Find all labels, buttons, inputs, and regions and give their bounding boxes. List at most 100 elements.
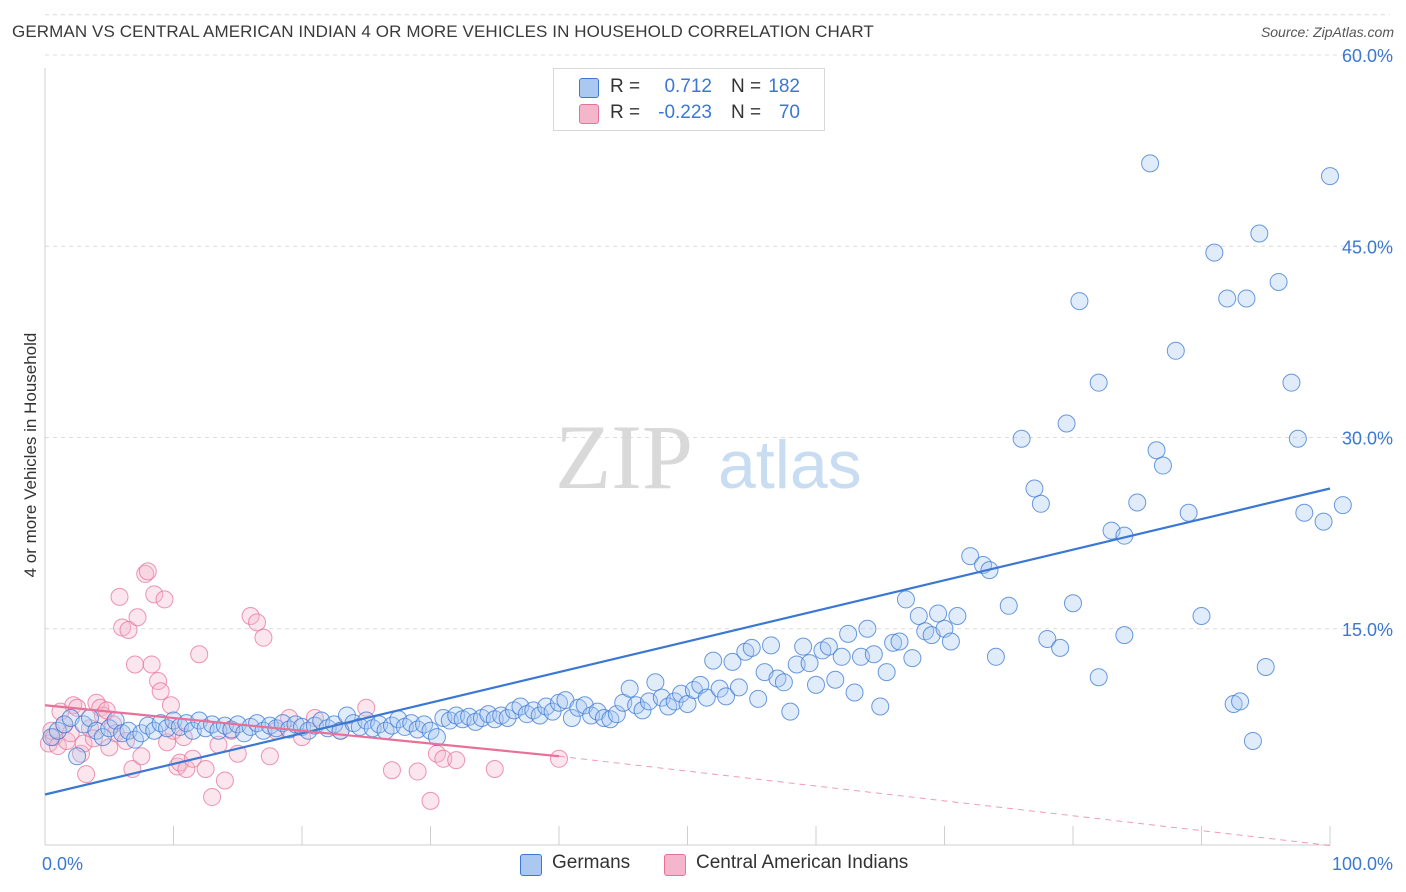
data-point-cai	[357, 698, 376, 717]
trend-lines	[44, 487, 1331, 846]
y-tick-label: 45.0%	[1342, 237, 1393, 257]
data-point-germans	[781, 702, 800, 721]
data-point-germans	[903, 649, 922, 668]
data-point-germans	[1179, 503, 1198, 522]
data-point-cai	[382, 761, 401, 780]
data-point-cai	[136, 564, 155, 583]
data-point-cai	[119, 621, 138, 640]
data-point-cai	[110, 587, 129, 606]
data-point-germans	[1064, 594, 1082, 613]
data-point-germans	[1051, 638, 1070, 657]
data-point-germans	[1269, 272, 1288, 291]
trend-line-germans	[44, 487, 1331, 796]
data-point-germans	[839, 624, 858, 643]
series-central-american-indians	[39, 562, 568, 810]
data-point-germans	[607, 705, 626, 724]
data-point-germans	[1288, 429, 1307, 448]
data-point-germans	[1231, 692, 1250, 711]
data-point-germans	[1237, 289, 1256, 308]
x-tick-label: 100.0%	[1332, 854, 1393, 874]
data-point-cai	[260, 747, 279, 766]
data-point-germans	[909, 607, 928, 625]
data-point-germans	[729, 678, 748, 697]
data-point-cai	[190, 645, 209, 664]
r-label: R =	[610, 102, 641, 123]
data-point-germans	[421, 721, 440, 740]
data-point-cai	[132, 747, 151, 766]
data-point-cai	[203, 788, 222, 807]
y-tick-label: 15.0%	[1342, 620, 1393, 640]
data-point-cai	[128, 608, 147, 627]
cai-swatch	[579, 104, 599, 124]
data-point-germans	[1031, 494, 1050, 513]
data-point-germans	[93, 728, 112, 747]
data-point-germans	[1141, 154, 1160, 173]
data-point-cai	[485, 760, 504, 778]
data-point-germans	[415, 715, 434, 734]
data-point-germans	[1243, 731, 1262, 750]
data-point-cai	[254, 628, 273, 647]
gridlines	[45, 14, 1390, 630]
data-point-germans	[877, 663, 896, 682]
data-point-germans	[42, 728, 61, 747]
axes	[44, 68, 1331, 846]
data-point-germans	[1057, 414, 1076, 433]
data-point-cai	[447, 751, 466, 770]
n-label: N =	[731, 76, 762, 97]
data-point-germans	[858, 619, 877, 638]
data-point-germans	[1192, 607, 1211, 625]
data-point-cai	[48, 737, 67, 756]
y-tick-labels: 15.0% 30.0% 45.0% 60.0%	[1342, 46, 1393, 640]
data-point-cai	[149, 672, 168, 691]
data-point-cai	[161, 696, 180, 715]
data-point-germans	[794, 637, 813, 656]
data-point-germans	[1070, 292, 1089, 311]
data-point-germans	[1314, 512, 1333, 531]
data-point-cai	[125, 655, 144, 674]
trend-line-cai	[44, 704, 560, 758]
x-tick-labels: 0.0% 100.0%	[42, 854, 1393, 874]
trend-extension-cai	[558, 755, 1331, 846]
data-point-germans	[941, 632, 960, 651]
data-point-cai	[174, 728, 193, 747]
data-point-germans	[774, 673, 793, 692]
data-point-germans	[125, 730, 144, 749]
data-point-germans	[1025, 479, 1044, 498]
data-point-germans	[742, 638, 761, 657]
data-point-germans	[717, 687, 736, 706]
x-tick-label: 0.0%	[42, 854, 83, 874]
data-point-germans	[884, 633, 903, 652]
data-point-cai	[151, 682, 170, 701]
y-tick-label: 30.0%	[1342, 429, 1393, 449]
data-point-germans	[845, 683, 864, 702]
data-point-germans	[961, 547, 980, 566]
data-point-germans	[1218, 289, 1237, 308]
cai-n-value: 70	[778, 102, 800, 123]
data-point-germans	[710, 679, 729, 698]
data-point-cai	[248, 613, 267, 632]
data-point-germans	[382, 716, 401, 735]
data-point-germans	[864, 645, 883, 664]
data-point-germans	[890, 632, 909, 651]
data-point-germans	[1256, 658, 1275, 676]
data-point-germans	[1012, 429, 1031, 448]
data-point-cai	[408, 762, 427, 781]
data-point-germans	[723, 652, 742, 671]
data-point-cai	[241, 607, 260, 625]
data-point-cai	[142, 655, 161, 674]
data-point-germans	[871, 697, 890, 716]
data-point-germans	[203, 715, 222, 734]
data-point-germans	[1205, 243, 1224, 262]
stats-box: R = 0.712 N = 182 R = -0.223 N = 70	[553, 68, 825, 131]
data-point-germans	[807, 675, 825, 694]
series-germans	[42, 154, 1352, 766]
data-point-germans	[787, 655, 806, 674]
data-point-germans	[646, 673, 665, 692]
r-label: R =	[610, 76, 641, 97]
cai-r-value: -0.223	[658, 102, 712, 123]
data-point-cai	[550, 749, 568, 768]
data-point-cai	[145, 585, 164, 604]
data-point-germans	[620, 679, 639, 698]
data-point-germans	[832, 647, 851, 666]
data-point-germans	[896, 590, 915, 609]
